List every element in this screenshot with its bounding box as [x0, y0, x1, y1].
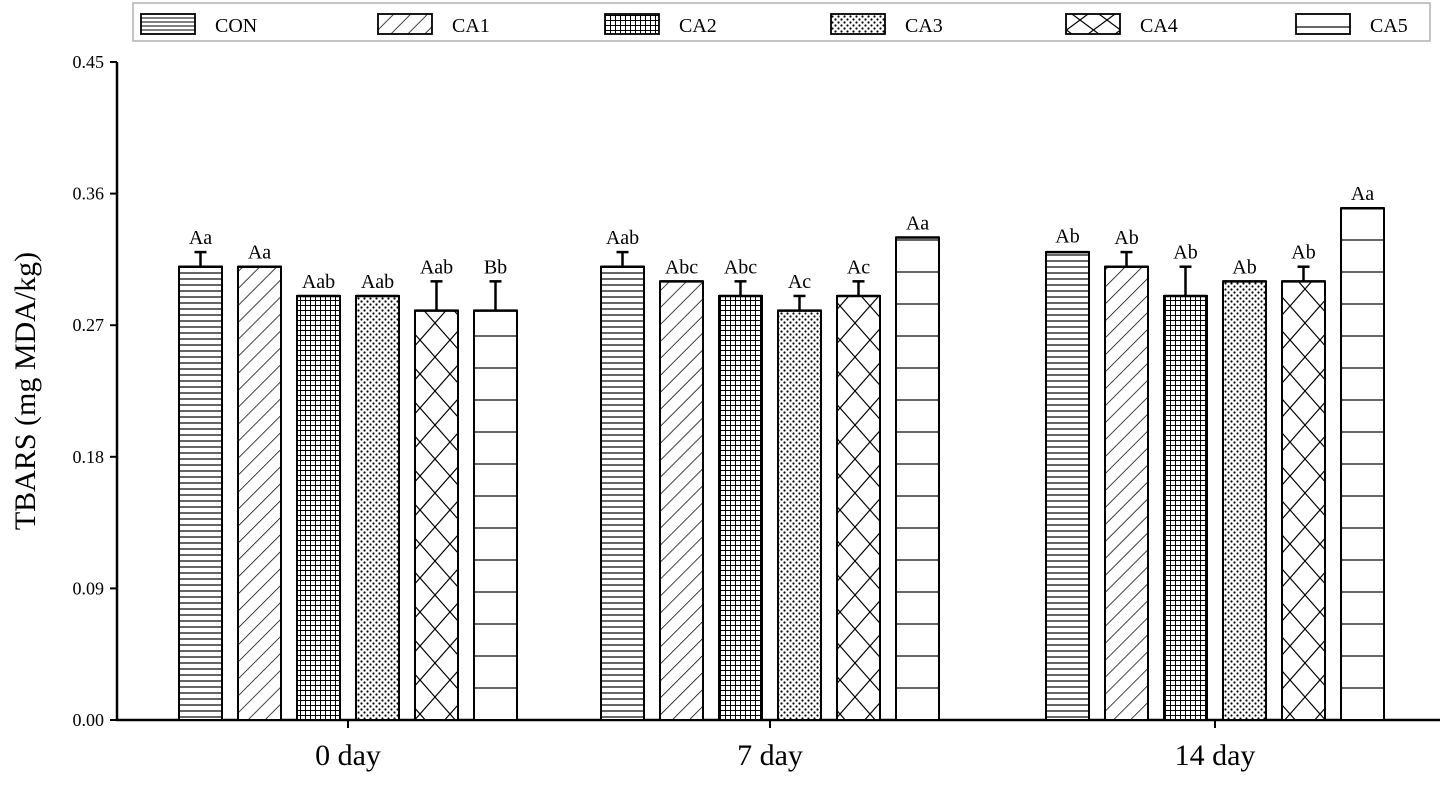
bar [296, 294, 341, 721]
bar [237, 265, 282, 721]
significance-label: Ab [1055, 226, 1079, 248]
bar [718, 294, 763, 721]
bar [1163, 294, 1208, 721]
significance-label: Aa [189, 227, 212, 249]
significance-label: Abc [665, 256, 698, 278]
y-tick-label: 0.45 [73, 52, 105, 72]
significance-label: Abc [724, 256, 757, 278]
y-tick-label: 0.27 [73, 315, 105, 335]
legend-swatch [1065, 13, 1121, 35]
bar [1340, 207, 1385, 721]
bar [473, 309, 518, 721]
significance-label: Ab [1291, 242, 1315, 264]
significance-label: Ab [1173, 242, 1197, 264]
significance-label: Ab [1232, 256, 1256, 278]
bar [1281, 280, 1326, 721]
bar [895, 236, 940, 721]
bar [659, 280, 704, 721]
y-tick-label: 0.36 [73, 184, 105, 204]
bar [1222, 280, 1267, 721]
bar [777, 309, 822, 721]
legend-label: CA1 [452, 15, 490, 37]
significance-label: Ac [847, 256, 870, 278]
bar-labels: Aa Aab Ab Aa Abc Ab Aab Abc Ab Aab Ac Ab Aab Ac Ab Bb Aa… [189, 183, 1374, 293]
legend-swatch [140, 13, 196, 35]
significance-label: Aab [361, 271, 394, 293]
bar [178, 265, 223, 721]
significance-label: Aab [606, 227, 639, 249]
legend-swatch [830, 13, 886, 35]
legend-swatch [1295, 13, 1351, 35]
bars [178, 206, 1385, 721]
significance-label: Bb [484, 256, 507, 278]
significance-label: Ac [788, 271, 811, 293]
bar [1045, 251, 1090, 721]
bar [836, 294, 881, 721]
bar [600, 265, 645, 721]
significance-label: Aa [248, 242, 271, 264]
x-tick-label: 7 day [737, 739, 803, 772]
legend-swatch [377, 13, 433, 35]
bar [355, 294, 400, 721]
legend-label: CA4 [1140, 15, 1178, 37]
bar [414, 309, 459, 721]
legend: CON CA1 CA2 CA3 CA4 CA5 [132, 2, 1431, 42]
legend-label: CA5 [1370, 15, 1408, 37]
y-axis-label: TBARS (mg MDA/kg) [9, 252, 42, 530]
legend-label: CON [215, 15, 257, 37]
y-tick-label: 0.00 [73, 710, 105, 730]
x-tick-label: 14 day [1175, 739, 1256, 772]
axes: 0.00 0.09 0.18 0.27 0.36 0.45 TBARS (mg MDA/kg… [9, 52, 1440, 772]
legend-swatch [604, 13, 660, 35]
x-tick-label: 0 day [315, 739, 381, 772]
significance-label: Aa [906, 212, 929, 234]
legend-label: CA3 [905, 15, 943, 37]
significance-label: Ab [1114, 227, 1138, 249]
significance-label: Aab [420, 256, 453, 278]
bar [1104, 265, 1149, 721]
significance-label: Aa [1351, 183, 1374, 205]
legend-box [132, 2, 1431, 42]
significance-label: Aab [302, 271, 335, 293]
y-tick-label: 0.18 [73, 447, 105, 467]
y-tick-label: 0.09 [73, 578, 105, 598]
legend-label: CA2 [679, 15, 717, 37]
